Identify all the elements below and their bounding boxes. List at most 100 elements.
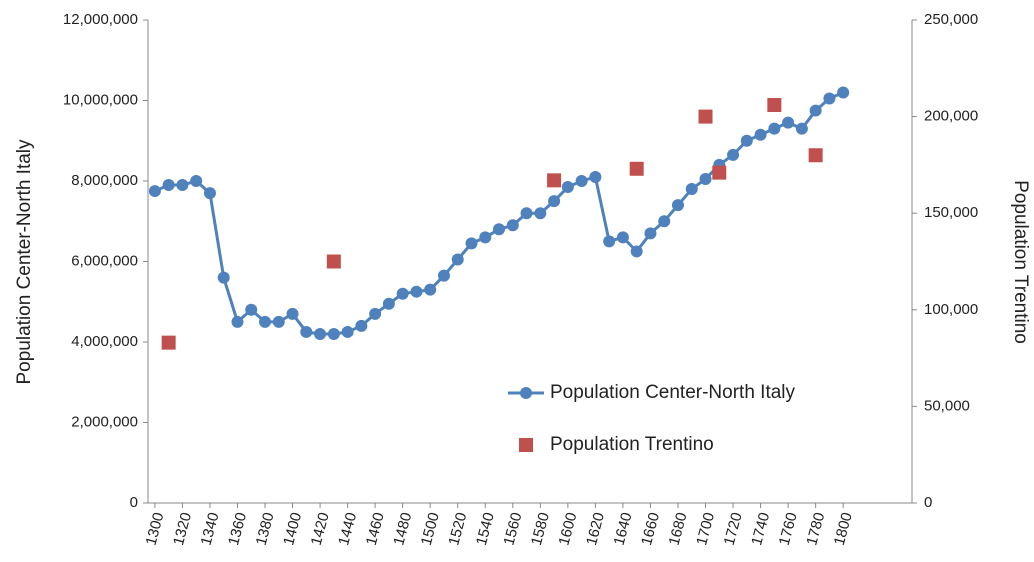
y-axis-label: Population Center-North Italy (14, 139, 35, 385)
point (479, 231, 492, 244)
y-tick-label: 4,000,000 (71, 333, 138, 350)
y2-tick-label: 200,000 (924, 108, 978, 125)
legend-marker (519, 438, 533, 452)
x-tick-label: 1560 (500, 511, 525, 548)
y-tick-label: 6,000,000 (71, 252, 138, 269)
point (190, 175, 203, 187)
x-tick-label: 1600 (555, 511, 580, 548)
point (493, 223, 506, 236)
x-tick-label: 1540 (473, 511, 498, 548)
x-tick-label: 1800 (831, 511, 856, 548)
x-tick-label: 1400 (280, 511, 305, 548)
legend-marker (520, 387, 532, 399)
x-tick-label: 1500 (418, 511, 443, 548)
x-tick-label: 1660 (638, 511, 663, 548)
x-tick-label: 1740 (748, 511, 773, 548)
point (699, 172, 712, 185)
x-tick-label: 1580 (528, 511, 553, 548)
point (630, 245, 643, 258)
point (616, 231, 629, 244)
point (300, 325, 313, 338)
point (355, 319, 368, 332)
y2-tick-label: 100,000 (924, 301, 978, 318)
square-marker (629, 161, 644, 176)
y-tick-label: 12,000,000 (63, 11, 138, 28)
point (809, 104, 822, 117)
x-tick-label: 1360 (225, 511, 250, 548)
point (396, 287, 409, 300)
x-tick-label: 1380 (253, 511, 278, 548)
point (548, 195, 561, 208)
y-tick-label: 0 (130, 494, 138, 511)
square-marker (808, 148, 823, 163)
point (410, 285, 423, 298)
legend-label: Population Trentino (550, 434, 714, 455)
point (327, 327, 340, 340)
point (259, 315, 272, 328)
point (203, 187, 216, 200)
x-tick-label: 1780 (803, 511, 828, 548)
y-tick-label: 10,000,000 (63, 91, 138, 108)
square-marker (326, 254, 341, 269)
square-marker (712, 165, 727, 180)
point (314, 327, 327, 340)
x-tick-label: 1300 (143, 511, 168, 548)
x-tick-label: 1480 (390, 511, 415, 548)
x-tick-label: 1620 (583, 511, 608, 548)
point (658, 215, 671, 228)
x-tick-label: 1420 (308, 511, 333, 548)
x-tick-label: 1700 (693, 511, 718, 548)
point (506, 219, 519, 232)
point (740, 134, 753, 147)
x-tick-label: 1520 (445, 511, 470, 548)
y2-tick-label: 150,000 (924, 204, 978, 221)
point (217, 271, 230, 284)
legend-label: Population Center-North Italy (550, 382, 796, 403)
point (644, 227, 657, 240)
square-marker (698, 109, 713, 124)
y2-tick-label: 50,000 (924, 397, 970, 414)
x-tick-label: 1760 (776, 511, 801, 548)
point (176, 179, 189, 192)
point (162, 179, 175, 192)
point (424, 283, 437, 296)
x-tick-label: 1440 (335, 511, 360, 548)
point (286, 307, 299, 320)
point (837, 86, 850, 99)
point (520, 207, 533, 220)
square-marker (161, 335, 176, 350)
point (382, 297, 395, 310)
point (754, 128, 767, 141)
y-tick-label: 2,000,000 (71, 413, 138, 430)
y-tick-label: 8,000,000 (71, 172, 138, 189)
point (685, 183, 698, 196)
y2-tick-label: 0 (924, 494, 932, 511)
point (465, 237, 478, 250)
point (245, 303, 258, 316)
x-tick-label: 1720 (721, 511, 746, 548)
line (154, 91, 844, 336)
x-tick-label: 1640 (611, 511, 636, 548)
square-marker (767, 98, 782, 113)
point (561, 181, 574, 194)
point (727, 148, 740, 161)
point (671, 199, 684, 212)
point (437, 269, 450, 282)
x-tick-label: 1320 (170, 511, 195, 548)
point (231, 315, 244, 328)
point (823, 92, 836, 105)
point (782, 116, 795, 129)
point (575, 175, 588, 187)
point (768, 122, 781, 135)
point (272, 315, 285, 328)
x-tick-label: 1680 (666, 511, 691, 548)
point (603, 235, 616, 248)
point (451, 253, 464, 266)
point (341, 325, 354, 338)
x-tick-label: 1460 (363, 511, 388, 548)
x-tick-label: 1340 (198, 511, 223, 548)
y2-tick-label: 250,000 (924, 11, 978, 28)
point (795, 122, 808, 135)
point (148, 185, 161, 198)
